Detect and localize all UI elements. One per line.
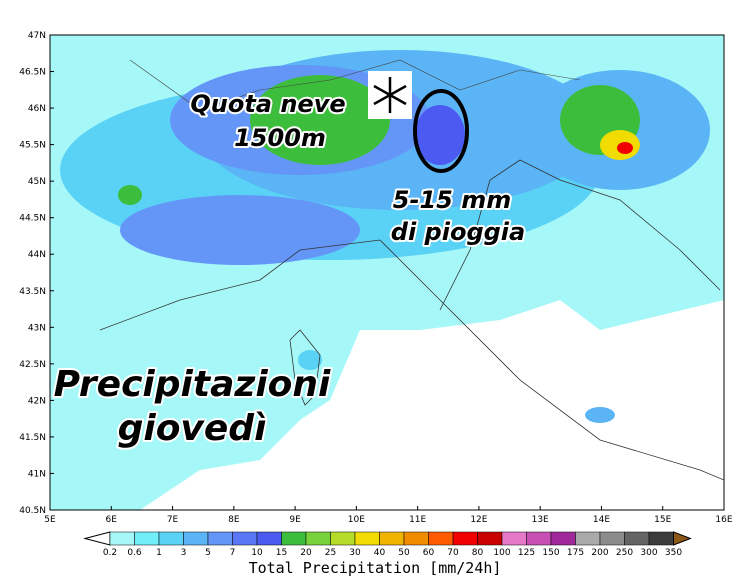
- colorbar-label: 10: [251, 548, 263, 558]
- lon-label: 6E: [106, 515, 118, 525]
- lat-label: 44N: [28, 250, 46, 260]
- snowflake-icon: [368, 71, 412, 119]
- colorbar-label: 20: [300, 548, 312, 558]
- colorbar-box: [599, 531, 625, 546]
- lon-label: 7E: [167, 515, 179, 525]
- lon-label: 13E: [532, 515, 549, 525]
- colorbar-label: 300: [640, 548, 657, 558]
- lat-label: 44.5N: [19, 214, 46, 224]
- colorbar-box: [354, 531, 380, 546]
- map-frame: [49, 34, 725, 511]
- colorbar-label: 15: [276, 548, 287, 558]
- lon-label: 11E: [409, 515, 426, 525]
- annotation: 1500m: [234, 124, 326, 152]
- colorbar-label: 5: [205, 548, 211, 558]
- colorbar-box: [403, 531, 429, 546]
- colorbar-label: 50: [398, 548, 410, 558]
- lat-label: 46.5N: [19, 68, 46, 78]
- lat-label: 41N: [28, 469, 46, 479]
- colorbar-box: [379, 531, 405, 546]
- colorbar-label: 30: [349, 548, 361, 558]
- colorbar-label: 200: [591, 548, 608, 558]
- colorbar-label: 70: [447, 548, 459, 558]
- lat-label: 45.5N: [19, 141, 46, 151]
- lon-label: 8E: [228, 515, 240, 525]
- colorbar-label: 1: [156, 548, 162, 558]
- lon-label: 9E: [289, 515, 301, 525]
- lat-label: 43N: [28, 323, 46, 333]
- colorbar-label: 7: [230, 548, 236, 558]
- lat-label: 45N: [28, 177, 46, 187]
- colorbar-box: [256, 531, 282, 546]
- colorbar-label: 3: [181, 548, 187, 558]
- colorbar-box: [428, 531, 454, 546]
- colorbar-title: Total Precipitation [mm/24h]: [249, 559, 502, 577]
- colorbar-label: 60: [423, 548, 435, 558]
- colorbar-box: [477, 531, 503, 546]
- lon-label: 15E: [654, 515, 671, 525]
- lat-label: 42.5N: [19, 360, 46, 370]
- colorbar-box: [281, 531, 307, 546]
- annotation: 5-15 mm: [393, 186, 511, 214]
- annotation: giovedì: [118, 408, 267, 449]
- annotation: Precipitazioni: [54, 364, 331, 405]
- annotation: di pioggia: [391, 218, 525, 246]
- lon-label: 12E: [470, 515, 487, 525]
- highlight-ellipse: [413, 89, 469, 173]
- colorbar-label: 350: [665, 548, 682, 558]
- lon-label: 14E: [593, 515, 610, 525]
- colorbar-label: 150: [542, 548, 559, 558]
- lat-label: 42N: [28, 396, 46, 406]
- colorbar-box: [526, 531, 552, 546]
- lat-label: 46N: [28, 104, 46, 114]
- colorbar-label: 80: [472, 548, 484, 558]
- colorbar-box: [305, 531, 331, 546]
- lon-label: 16E: [715, 515, 732, 525]
- colorbar-box: [207, 531, 233, 546]
- lat-label: 41.5N: [19, 433, 46, 443]
- colorbar-label: 125: [518, 548, 535, 558]
- colorbar-label: 40: [374, 548, 386, 558]
- lat-label: 40.5N: [19, 506, 46, 516]
- lat-label: 43.5N: [19, 287, 46, 297]
- colorbar-end: [673, 531, 692, 546]
- colorbar-label: 0.6: [127, 548, 142, 558]
- colorbar-box: [575, 531, 601, 546]
- colorbar-label: 250: [616, 548, 633, 558]
- colorbar-label: 25: [325, 548, 336, 558]
- colorbar-box: [501, 531, 527, 546]
- annotation: Quota neve: [190, 90, 345, 118]
- colorbar-box: [452, 531, 478, 546]
- colorbar-box: [550, 531, 576, 546]
- colorbar-end: [83, 531, 111, 546]
- colorbar-box: [158, 531, 184, 546]
- colorbar-label: 100: [493, 548, 510, 558]
- lon-label: 5E: [44, 515, 56, 525]
- colorbar-label: 0.2: [103, 548, 117, 558]
- colorbar-box: [134, 531, 160, 546]
- lon-label: 10E: [348, 515, 365, 525]
- lat-label: 47N: [28, 31, 46, 41]
- colorbar-box: [330, 531, 356, 546]
- colorbar-box: [232, 531, 258, 546]
- colorbar-box: [648, 531, 674, 546]
- colorbar-box: [624, 531, 650, 546]
- colorbar-label: 175: [567, 548, 584, 558]
- colorbar-box: [109, 531, 135, 546]
- colorbar-box: [183, 531, 209, 546]
